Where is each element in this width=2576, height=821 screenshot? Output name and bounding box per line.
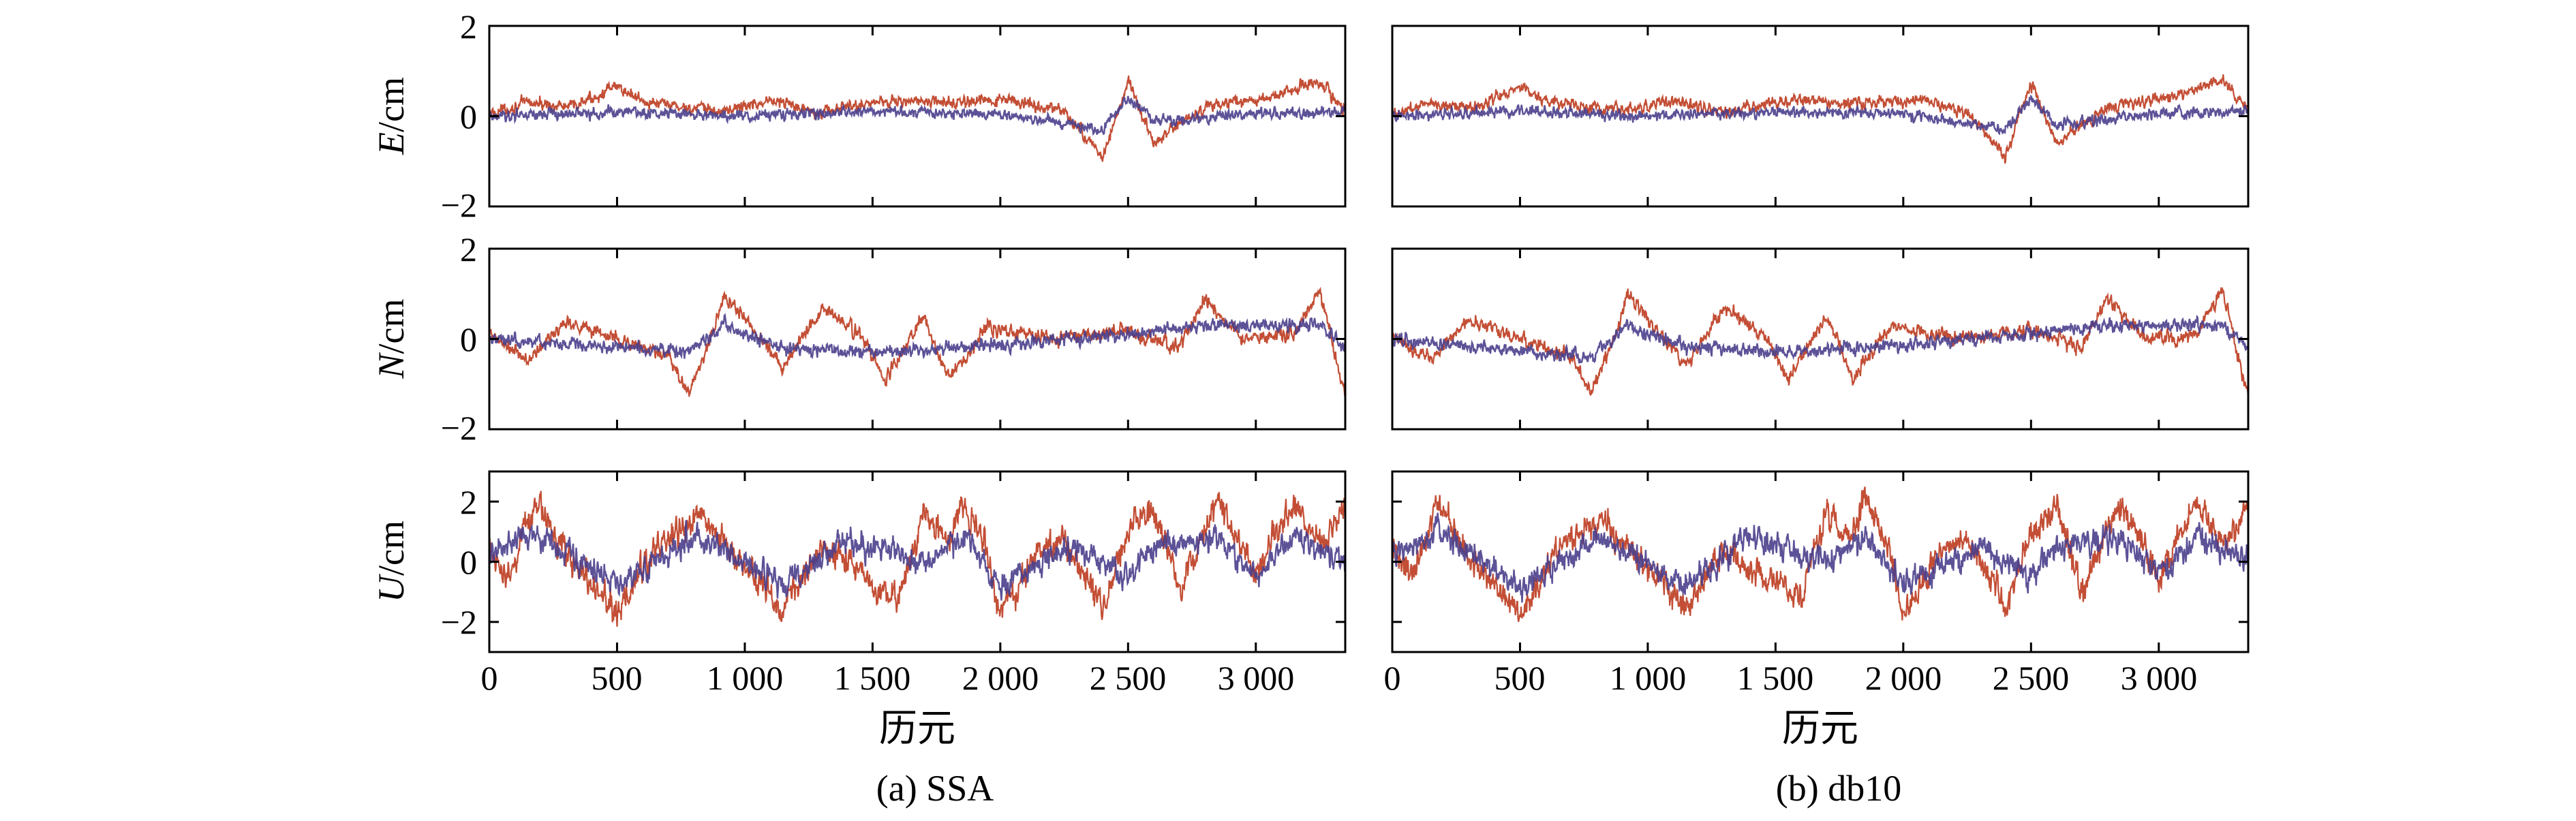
xtick-label: 2 500 [1993, 659, 2070, 697]
ylabel-e: E/cm [371, 77, 412, 155]
series-filtered [489, 95, 1347, 136]
xtick-label: 2 500 [1090, 659, 1167, 697]
ytick-label: 2 [460, 230, 477, 268]
series-filtered [488, 520, 1347, 601]
ytick-label: 0 [460, 320, 477, 358]
xtick-label: 1 500 [1737, 659, 1814, 697]
series-original [488, 491, 1347, 627]
ytick-label: 2 [460, 483, 477, 521]
xtick-label: 0 [1384, 659, 1401, 697]
ytick-label: 0 [460, 97, 477, 136]
panel-b-subplot-n [1391, 247, 2250, 431]
ytick-label: −2 [441, 186, 477, 224]
xtick-label: 3 000 [2121, 659, 2198, 697]
ytick-label: 0 [460, 543, 477, 581]
xtick-label: 1 000 [707, 659, 784, 697]
series-filtered [488, 313, 1347, 360]
panel-b-caption: (b) db10 [1776, 768, 1901, 809]
panel-b-subplot-u [1391, 470, 2250, 653]
panel-b-subplot-e [1391, 25, 2250, 208]
panel-a-subplot-n: 2 0 −2 N/cm [371, 230, 1347, 447]
series-filtered [1391, 512, 2250, 603]
series-original [489, 286, 1347, 398]
xtick-label: 1 000 [1610, 659, 1687, 697]
ytick-label: 2 [460, 7, 477, 46]
ytick-label: −2 [441, 409, 477, 447]
ylabel-u: U/cm [371, 521, 412, 602]
panel-b-xlabel: 历元 [1782, 707, 1858, 751]
panel-a: 2 0 −2 E/cm 2 0 −2 N/cm 2 0 −2 U/cm 0 50… [371, 7, 1347, 809]
xtick-label: 2 000 [962, 659, 1039, 697]
panel-b: 0 500 1 000 1 500 2 000 2 500 3 000 历元 (… [1384, 25, 2250, 809]
panel-a-subplot-u: 2 0 −2 U/cm [371, 470, 1347, 653]
panel-a-xlabel: 历元 [879, 707, 955, 751]
series-original [489, 75, 1347, 162]
series-filtered [1392, 94, 2250, 136]
panel-a-caption: (a) SSA [876, 768, 994, 809]
series-original [1391, 486, 2250, 622]
series-original [1391, 74, 2250, 164]
ytick-label: −2 [441, 603, 477, 641]
xtick-label: 500 [592, 659, 643, 697]
xtick-label: 2 000 [1865, 659, 1942, 697]
xtick-label: 0 [481, 659, 498, 697]
xtick-label: 3 000 [1218, 659, 1295, 697]
xtick-label: 500 [1494, 659, 1546, 697]
panel-a-subplot-e: 2 0 −2 E/cm [371, 7, 1347, 224]
series-original [1391, 286, 2250, 399]
series-filtered [1391, 314, 2250, 364]
xtick-label: 1 500 [834, 659, 911, 697]
ylabel-n: N/cm [371, 298, 412, 379]
